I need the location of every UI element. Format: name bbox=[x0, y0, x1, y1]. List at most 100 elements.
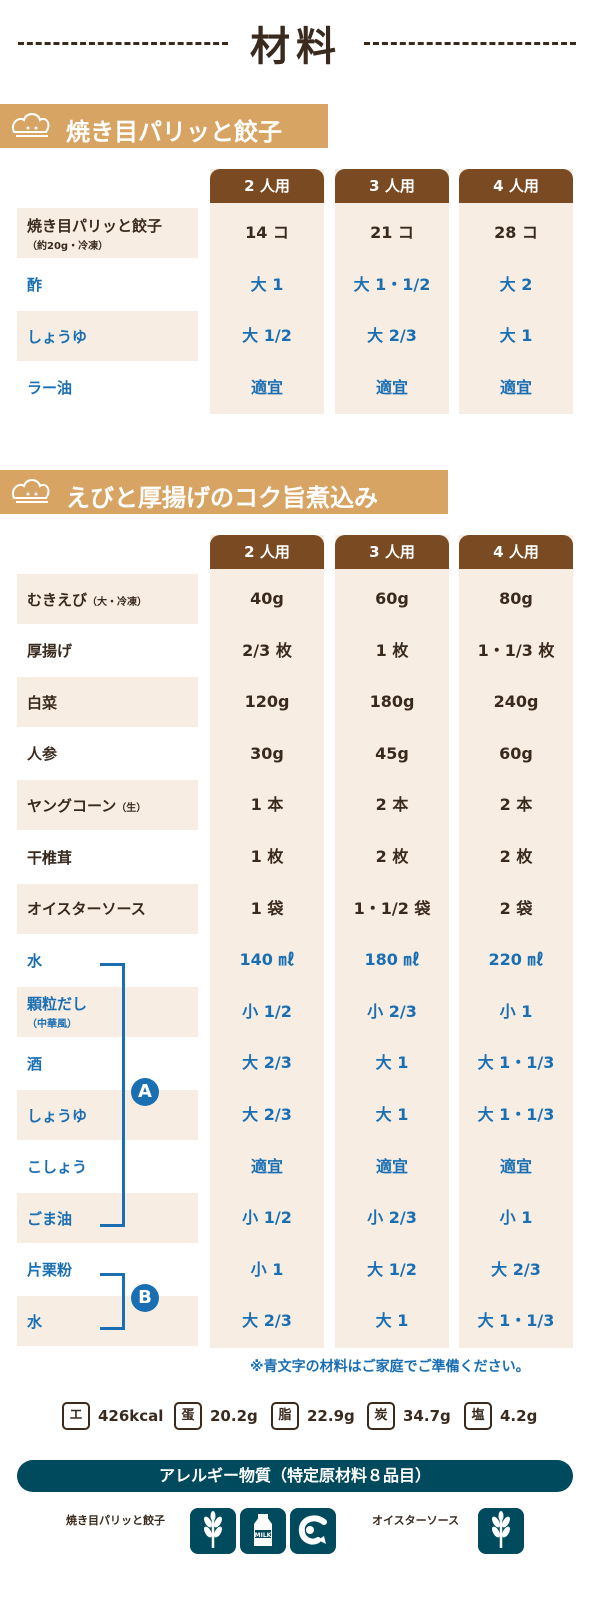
ingredient-name: 水 bbox=[27, 950, 198, 971]
wheat-icon bbox=[478, 1508, 524, 1554]
quantity-cell: 1 枚 bbox=[375, 640, 409, 660]
ingredient-note: （大・冷凍） bbox=[87, 596, 148, 608]
nutrition-key: 塩 bbox=[464, 1402, 492, 1430]
ingredient-name-text: ラー油 bbox=[27, 379, 73, 398]
ingredient-name-text: 人参 bbox=[27, 745, 58, 764]
allergy-title: アレルギー物質（特定原材料８品目） bbox=[17, 1460, 573, 1492]
nutrition-fat: 脂 22.9g bbox=[271, 1400, 355, 1432]
ingredient-name: ごま油 bbox=[27, 1208, 198, 1229]
quantity-cell: 220 ㎖ bbox=[488, 950, 544, 970]
ingredient-name-text: 酢 bbox=[27, 276, 43, 295]
ingredient-name: 顆粒だし bbox=[27, 993, 198, 1014]
quantity-cell: 大 1・1/3 bbox=[477, 1105, 555, 1124]
group-a-badge: A bbox=[131, 1078, 159, 1106]
ingredient-name: こしょう bbox=[27, 1156, 198, 1177]
quantity-cell: 180 ㎖ bbox=[364, 950, 420, 970]
ingredient-label: ラー油 bbox=[17, 363, 198, 413]
serving-header: 2 人用 bbox=[210, 169, 324, 203]
quantity-cell: 30g bbox=[250, 743, 284, 763]
quantity-cell: 2 枚 bbox=[375, 847, 409, 866]
ingredient-name: しょうゆ bbox=[27, 326, 198, 347]
quantity-cell: 小 1 bbox=[250, 1259, 284, 1279]
quantity-cell: 1 袋 bbox=[250, 898, 284, 918]
quantity-cell: 1 枚 bbox=[250, 847, 284, 866]
nutrition-value: 22.9g bbox=[307, 1407, 355, 1425]
ingredient-label: 片栗粉 bbox=[17, 1245, 198, 1295]
ingredient-name-text: 片栗粉 bbox=[27, 1261, 73, 1280]
ingredient-label: 水 bbox=[17, 1296, 198, 1347]
ingredient-label: 干椎茸 bbox=[17, 832, 198, 882]
milk-icon: MILK bbox=[240, 1508, 286, 1554]
quantity-cell: 大 1 bbox=[375, 1311, 409, 1331]
section-title: 焼き目パリッと餃子 bbox=[66, 118, 282, 146]
quantity-cell: 2 枚 bbox=[499, 847, 533, 866]
ingredient-label: ごま油 bbox=[17, 1193, 198, 1244]
quantity-cell: 大 1/2 bbox=[367, 1259, 417, 1279]
ingredient-name-text: 水 bbox=[27, 951, 43, 970]
ingredient-label: 顆粒だし （中華風） bbox=[17, 986, 198, 1037]
quantity-cell: 1 本 bbox=[250, 795, 284, 815]
ingredient-name-text: 焼き目パリッと餃子 bbox=[27, 216, 163, 235]
quantity-cell: 1・1/2 袋 bbox=[353, 898, 431, 918]
quantity-cell: 適宜 bbox=[250, 377, 283, 397]
quantity-cell: 1・1/3 枚 bbox=[477, 640, 555, 660]
group-a-bracket bbox=[100, 963, 125, 1227]
page-title: 材料 bbox=[250, 24, 342, 70]
ingredient-name: 酒 bbox=[27, 1053, 198, 1074]
quantity-cell: 大 1 bbox=[250, 274, 284, 294]
ingredient-label: 白菜 bbox=[17, 677, 198, 728]
page-title-block: 材料 bbox=[0, 8, 607, 70]
ingredient-name: 干椎茸 bbox=[27, 847, 198, 868]
ingredient-name-text: しょうゆ bbox=[27, 327, 88, 346]
home-prep-note: ※青文字の材料はご家庭でご準備ください。 bbox=[250, 1359, 530, 1375]
ingredient-name-text: 顆粒だし bbox=[27, 995, 88, 1014]
serving-column bbox=[459, 535, 573, 1348]
quantity-cell: 2 袋 bbox=[499, 898, 533, 918]
ingredient-label: 水 bbox=[17, 935, 198, 985]
serving-header: 3 人用 bbox=[335, 535, 449, 569]
ingredient-label: こしょう bbox=[17, 1142, 198, 1192]
group-b-bracket bbox=[100, 1273, 125, 1330]
ingredient-name-text: ヤングコーン bbox=[27, 796, 117, 815]
serving-column bbox=[210, 169, 324, 415]
milk-label: MILK bbox=[255, 1532, 272, 1539]
ingredient-name: ラー油 bbox=[27, 377, 198, 398]
quantity-cell: 240g bbox=[493, 692, 539, 712]
nutrition-value: 20.2g bbox=[210, 1407, 258, 1425]
quantity-cell: 小 1/2 bbox=[242, 1208, 292, 1228]
quantity-cell: 60g bbox=[499, 743, 533, 763]
ingredient-name-text: 酒 bbox=[27, 1054, 43, 1073]
serving-column bbox=[459, 169, 573, 415]
quantity-cell: 小 1 bbox=[499, 1001, 533, 1021]
nutrition-salt: 塩 4.2g bbox=[464, 1400, 537, 1432]
ingredient-name: 厚揚げ bbox=[27, 640, 198, 661]
serving-column bbox=[335, 535, 449, 1348]
ingredient-label: ヤングコーン（生） bbox=[17, 780, 198, 831]
ingredient-name-text: むきえび bbox=[27, 590, 88, 609]
ingredient-name-text: こしょう bbox=[27, 1158, 88, 1177]
ingredient-label: オイスターソース bbox=[17, 883, 198, 934]
quantity-cell: 大 2/3 bbox=[491, 1259, 541, 1279]
quantity-cell: 大 1 bbox=[375, 1053, 409, 1073]
quantity-cell: 適宜 bbox=[375, 1156, 408, 1176]
ingredient-name: 水 bbox=[27, 1311, 198, 1332]
quantity-cell: 大 1・1/2 bbox=[353, 274, 431, 294]
group-b-badge: B bbox=[131, 1284, 159, 1312]
ingredient-name: むきえび（大・冷凍） bbox=[27, 589, 198, 610]
chef-hat-icon bbox=[12, 479, 50, 503]
ingredient-label: 厚揚げ bbox=[17, 626, 198, 676]
quantity-cell: 28 コ bbox=[494, 223, 538, 242]
section-header-stew: えびと厚揚げのコク旨煮込み bbox=[0, 470, 448, 514]
allergy-item-oyster-sauce: オイスターソース bbox=[372, 1514, 460, 1527]
quantity-cell: 180g bbox=[369, 692, 415, 712]
nutrition-value: 4.2g bbox=[500, 1407, 538, 1425]
chef-hat-icon bbox=[12, 113, 50, 137]
title-dash-right bbox=[364, 42, 576, 45]
nutrition-protein: 蛋 20.2g bbox=[174, 1400, 258, 1432]
quantity-cell: 140 ㎖ bbox=[239, 950, 295, 970]
ingredient-name: しょうゆ bbox=[27, 1105, 198, 1126]
quantity-cell: 小 1 bbox=[499, 1208, 533, 1228]
ingredient-label: 酒 bbox=[17, 1038, 198, 1088]
ingredient-name: 片栗粉 bbox=[27, 1259, 198, 1280]
quantity-cell: 120g bbox=[244, 692, 290, 712]
